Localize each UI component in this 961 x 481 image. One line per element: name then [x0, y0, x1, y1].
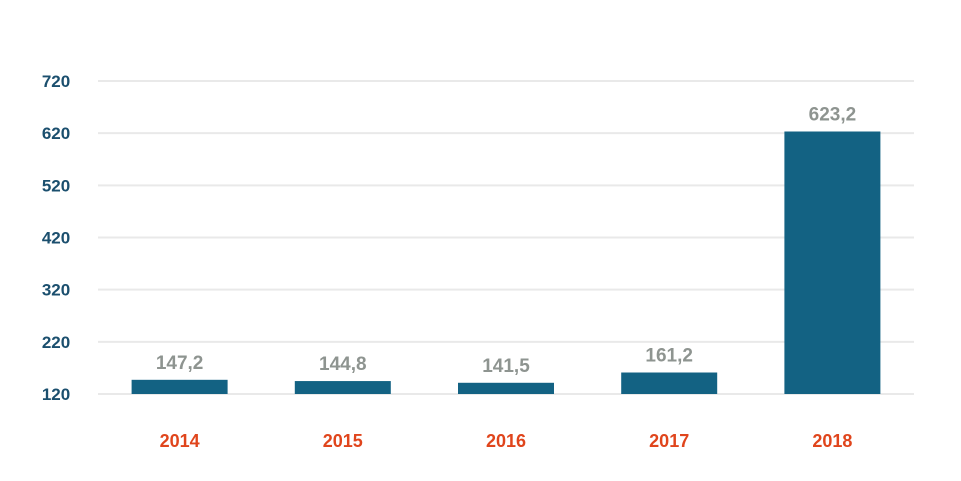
y-tick-label-220: 220 — [42, 333, 70, 352]
x-tick-label-2017: 2017 — [649, 431, 689, 451]
y-tick-label-420: 420 — [42, 229, 70, 248]
gridlines — [98, 80, 914, 395]
x-axis: 2014 2015 2016 2017 2018 — [160, 431, 853, 451]
x-tick-label-2015: 2015 — [323, 431, 363, 451]
y-tick-label-320: 320 — [42, 281, 70, 300]
bar-2015 — [294, 381, 391, 394]
x-tick-label-2014: 2014 — [160, 431, 200, 451]
y-tick-label-120: 120 — [42, 385, 70, 404]
y-tick-label-720: 720 — [42, 72, 70, 91]
y-tick-label-620: 620 — [42, 124, 70, 143]
x-tick-label-2016: 2016 — [486, 431, 526, 451]
data-label-2017: 161,2 — [645, 346, 693, 367]
y-tick-label-520: 520 — [42, 176, 70, 195]
bars — [131, 131, 881, 395]
y-axis: 120 220 320 420 520 620 720 — [42, 72, 70, 404]
bar-2017 — [621, 372, 718, 394]
bar-2014 — [131, 379, 228, 394]
value-labels: 147,2 144,8 141,5 161,2 623,2 — [156, 104, 856, 376]
x-tick-label-2018: 2018 — [812, 431, 852, 451]
bar-2016 — [458, 382, 554, 394]
data-label-2018: 623,2 — [809, 104, 857, 125]
data-label-2015: 144,8 — [319, 354, 367, 375]
bar-2018 — [784, 131, 881, 395]
data-label-2014: 147,2 — [156, 353, 204, 374]
data-label-2016: 141,5 — [482, 356, 530, 377]
